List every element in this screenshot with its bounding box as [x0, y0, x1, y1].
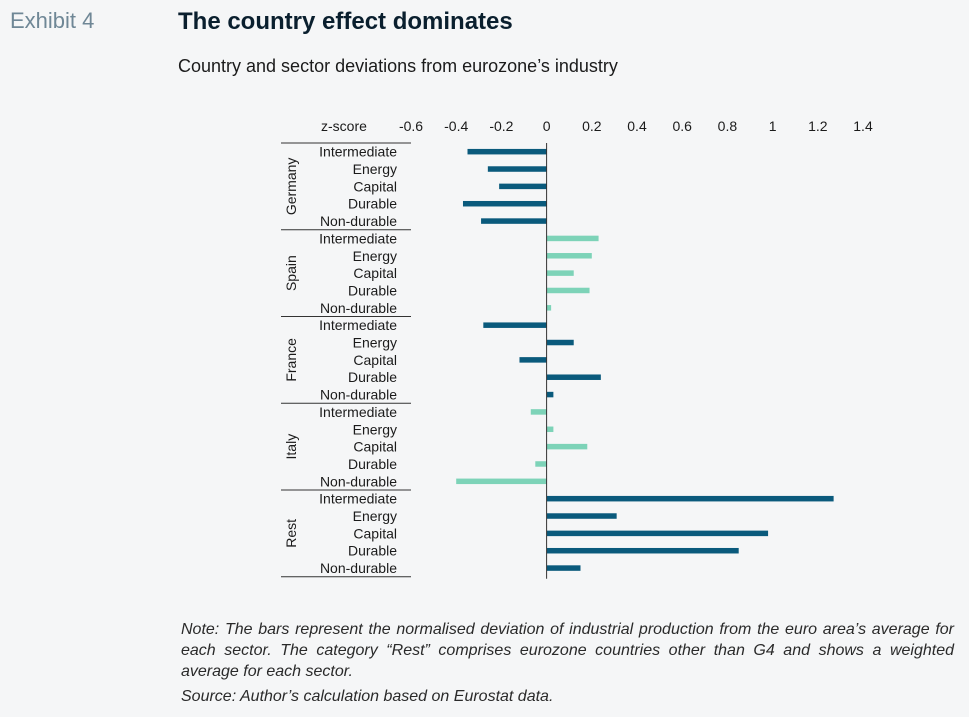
tick-label: 1 — [769, 118, 777, 134]
bar — [530, 409, 547, 415]
category-label: Durable — [348, 456, 397, 472]
axis-label: z-score — [321, 118, 367, 134]
bar — [546, 495, 834, 502]
tick-label: 1.2 — [808, 118, 828, 134]
bar — [481, 218, 547, 224]
category-label: Durable — [348, 543, 397, 559]
category-label: Durable — [348, 282, 397, 298]
bar — [462, 200, 547, 207]
category-label: Energy — [353, 248, 397, 264]
category-label: Energy — [353, 421, 397, 437]
category-label: Non-durable — [320, 300, 397, 316]
category-label: Capital — [353, 525, 397, 541]
category-label: Intermediate — [319, 144, 397, 160]
category-label: Non-durable — [320, 213, 397, 229]
tick-label: 0.8 — [718, 118, 738, 134]
category-label: Intermediate — [319, 317, 397, 333]
category-label: Capital — [353, 352, 397, 368]
category-label: Non-durable — [320, 387, 397, 403]
bar — [546, 374, 601, 380]
category-label: Capital — [353, 265, 397, 281]
chart-note: Note: The bars represent the normalised … — [181, 621, 954, 680]
bar — [487, 166, 547, 172]
bar — [546, 391, 554, 398]
category-label: Non-durable — [320, 473, 397, 489]
group-label: France — [283, 338, 299, 382]
exhibit-label: Exhibit 4 — [10, 8, 95, 33]
bar — [546, 565, 581, 571]
tick-label: -0.2 — [489, 118, 513, 134]
tick-label: 0.6 — [672, 118, 692, 134]
bar — [483, 322, 547, 328]
group-label: Rest — [283, 519, 299, 548]
bar — [519, 357, 547, 363]
bar — [546, 287, 590, 294]
bar — [456, 478, 547, 485]
bar — [546, 547, 739, 554]
tick-label: 0.2 — [582, 118, 602, 134]
tick-label: 0 — [543, 118, 551, 134]
bar — [546, 235, 599, 242]
category-label: Capital — [353, 439, 397, 455]
chart-title: The country effect dominates — [178, 8, 513, 35]
tick-label: -0.4 — [444, 118, 468, 134]
tick-label: 0.4 — [627, 118, 647, 134]
category-label: Energy — [353, 335, 397, 351]
category-label: Durable — [348, 196, 397, 212]
group-label: Germany — [283, 158, 299, 216]
category-label: Intermediate — [319, 404, 397, 420]
group-label: Italy — [283, 434, 299, 460]
category-label: Intermediate — [319, 491, 397, 507]
chart-source: Source: Author’s calculation based on Eu… — [181, 688, 554, 705]
category-label: Energy — [353, 508, 397, 524]
bar — [546, 513, 617, 519]
category-label: Intermediate — [319, 230, 397, 246]
bar — [535, 461, 547, 467]
bar — [546, 530, 769, 537]
tick-label: -0.6 — [399, 118, 423, 134]
bar — [546, 426, 554, 433]
bar — [546, 253, 592, 259]
bar — [546, 443, 588, 450]
bar — [467, 148, 547, 155]
chart-subtitle: Country and sector deviations from euroz… — [178, 56, 618, 76]
group-label: Spain — [283, 255, 299, 291]
category-label: Capital — [353, 178, 397, 194]
category-label: Durable — [348, 369, 397, 385]
bar — [499, 183, 547, 190]
bar — [546, 270, 574, 276]
category-label: Energy — [353, 161, 397, 177]
category-label: Non-durable — [320, 560, 397, 576]
bar — [546, 305, 552, 311]
tick-label: 1.4 — [853, 118, 873, 134]
bar — [546, 339, 574, 346]
